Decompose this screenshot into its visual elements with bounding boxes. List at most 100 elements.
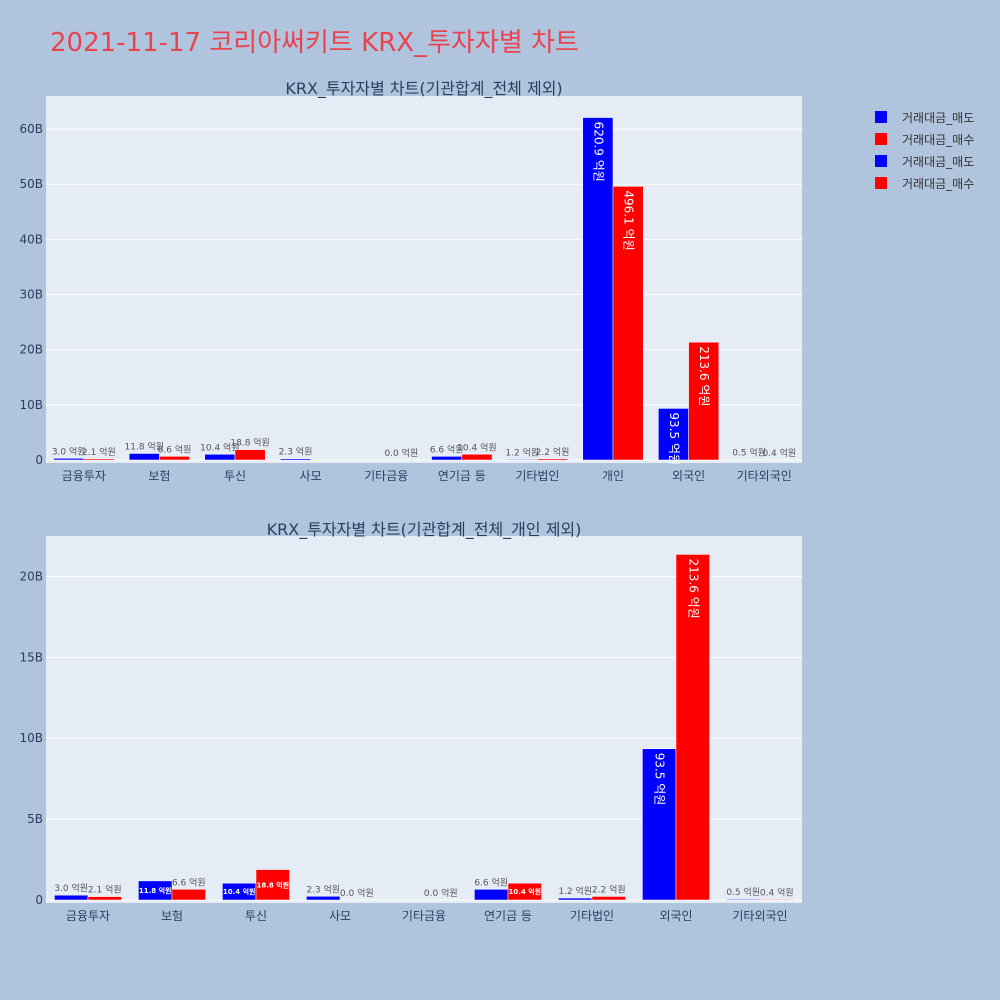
y-tick-label: 15B [19,650,43,664]
bar[interactable] [255,869,290,901]
data-label: 10.4 억원 [200,441,239,453]
bar[interactable] [658,408,689,461]
y-tick-label: 40B [19,232,43,246]
y-tick-label: 10B [19,731,43,745]
data-label: 10.4 억원 [457,441,496,453]
x-tick-label: 사모 [329,909,351,923]
data-label: 0.5 억원 [732,447,766,459]
bar[interactable] [461,454,493,461]
data-label: 3.0 억원 [52,445,86,457]
page-title: 2021-11-17 코리아써키트 KRX_투자자별 차트 [50,28,579,58]
y-tick-label: 20B [19,343,43,357]
x-tick-label: 연기금 등 [484,909,532,923]
data-label: 496.1 억원 [622,190,636,250]
data-label: 0.0 억원 [340,887,374,899]
chart-panel-1: 0 10B 20B 30B 40B 50B 60B KRX_투자자별 차트(기관합계_전체 제… [19,79,802,483]
bar[interactable] [688,341,720,461]
bar[interactable] [582,117,614,461]
bar[interactable] [474,889,509,901]
bar[interactable] [591,896,626,901]
bar[interactable] [83,458,115,461]
data-label: 0.0 억원 [424,887,458,899]
x-tick-label: 외국인 [659,909,692,923]
x-tick-label: 기타법인 [515,469,559,483]
x-tick-label: 외국인 [672,469,705,483]
y-tick-label: 30B [19,288,43,302]
legend-item[interactable]: 거래대금_매도 [875,150,974,172]
bar[interactable] [306,896,341,901]
data-label: 18.8 억원 [257,880,290,889]
data-label: 6.6 억원 [474,876,508,888]
x-tick-label: 개인 [602,469,624,483]
legend-item[interactable]: 거래대금_매도 [875,106,974,128]
legend-label: 거래대금_매수 [902,132,975,147]
x-tick-label: 기타금융 [402,909,446,923]
data-label: 2.1 억원 [82,446,116,458]
x-tick-label: 투신 [245,909,267,923]
legend-label: 거래대금_매도 [902,154,975,169]
bar[interactable] [234,449,266,461]
data-label: 1.2 억원 [505,446,539,458]
bar[interactable] [507,882,542,901]
data-label: 2.2 억원 [592,883,626,895]
x-tick-label: 보험 [161,909,183,923]
bar[interactable] [159,456,190,461]
x-tick-label: 기타외국인 [732,909,787,923]
bar[interactable] [558,897,593,901]
bar[interactable] [54,894,89,901]
bar[interactable] [506,459,538,461]
data-label: 93.5 억원 [653,753,667,806]
bar[interactable] [537,458,568,461]
x-tick-label: 기타외국인 [737,469,792,483]
legend-swatch [875,177,887,189]
x-tick-label: 기타금융 [364,469,408,483]
x-tick-label: 기타법인 [570,909,614,923]
bar[interactable] [53,458,85,461]
bar[interactable] [431,456,463,461]
plot-area [46,96,802,463]
data-label: 10.4 억원 [509,887,542,896]
data-label: 213.6 억원 [697,346,711,406]
data-label: 2.1 억원 [88,884,122,896]
data-label: 93.5 억원 [667,412,681,465]
legend[interactable]: 거래대금_매도 거래대금_매수 거래대금_매도 거래대금_매수 [875,106,974,194]
chart-panel-2: 0 5B 10B 15B 20B KRX_투자자별 차트(기관합계_전체_개인 제외) 금융… [19,520,802,923]
data-label: 6.6 억원 [172,876,206,888]
bar[interactable] [726,898,761,901]
y-tick-label: 10B [19,398,43,412]
legend-label: 거래대금_매수 [902,176,975,191]
legend-item[interactable]: 거래대금_매수 [875,128,974,150]
y-tick-label: 50B [19,177,43,191]
y-tick-label: 20B [19,569,43,583]
data-label: 10.4 억원 [223,887,256,896]
bar[interactable] [87,896,122,901]
data-label: 0.0 억원 [384,447,418,459]
data-label: 2.3 억원 [279,446,313,458]
data-label: 11.8 억원 [125,440,164,452]
legend-swatch [875,155,887,167]
y-tick-label: 5B [27,812,43,826]
x-tick-label: 사모 [300,469,322,483]
bar[interactable] [171,889,206,901]
bar[interactable] [759,899,794,901]
data-label: 0.5 억원 [726,886,760,898]
data-label: 3.0 억원 [54,882,88,894]
bar[interactable] [280,458,311,461]
data-label: 18.8 억원 [230,437,269,449]
bar[interactable] [128,453,160,461]
y-tick-label: 0 [35,893,43,907]
data-label: 1.2 억원 [558,885,592,897]
bar[interactable] [675,554,710,901]
data-label: 0.4 억원 [760,886,794,898]
legend-swatch [875,133,887,145]
data-label: 0.4 억원 [762,447,796,459]
x-tick-label: 보험 [148,469,170,483]
data-label: 213.6 억원 [686,558,700,618]
legend-item[interactable]: 거래대금_매수 [875,172,974,194]
bar[interactable] [612,186,644,461]
data-label: 2.3 억원 [306,883,340,895]
bar[interactable] [204,454,236,461]
x-tick-label: 투신 [224,469,246,483]
data-label: 620.9 억원 [591,122,605,182]
